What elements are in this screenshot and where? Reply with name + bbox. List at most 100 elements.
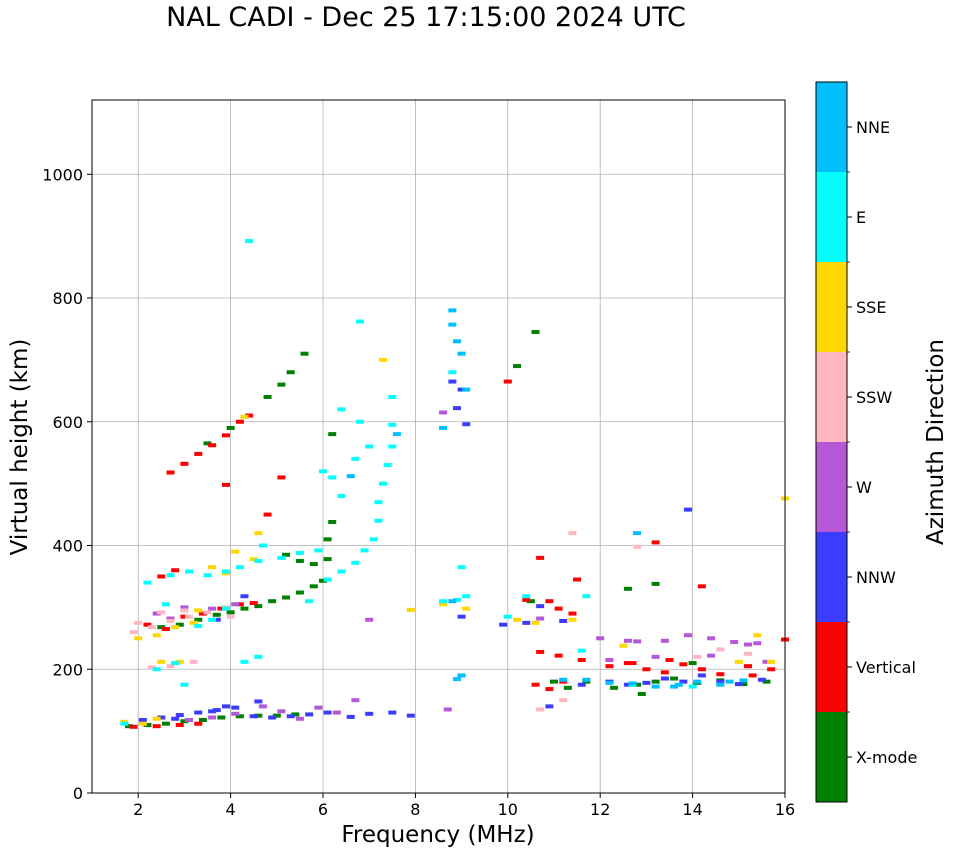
data-point xyxy=(194,710,203,715)
data-point xyxy=(166,573,175,578)
data-point xyxy=(328,475,337,480)
y-tick-label: 200 xyxy=(52,660,83,679)
data-point xyxy=(314,548,323,553)
colorbar-tick-label: W xyxy=(856,478,872,497)
data-point xyxy=(212,612,221,617)
data-point xyxy=(462,606,471,611)
data-point xyxy=(693,654,702,659)
data-point xyxy=(217,715,226,720)
data-point xyxy=(605,657,614,662)
data-point xyxy=(226,425,235,430)
data-point xyxy=(707,636,716,641)
data-point xyxy=(503,614,512,619)
data-point xyxy=(235,602,244,607)
data-point xyxy=(360,548,369,553)
data-point xyxy=(753,633,762,638)
data-point xyxy=(208,709,217,714)
data-point xyxy=(596,636,605,641)
data-point xyxy=(185,614,194,619)
data-point xyxy=(355,419,364,424)
data-point xyxy=(194,451,203,456)
series-w xyxy=(152,410,771,722)
data-point xyxy=(194,623,203,628)
data-point xyxy=(351,560,360,565)
data-point xyxy=(143,580,152,585)
data-point xyxy=(268,715,277,720)
colorbar-swatch xyxy=(816,262,847,352)
data-point xyxy=(231,602,240,607)
data-point xyxy=(309,562,318,567)
data-point xyxy=(665,657,674,662)
data-point xyxy=(175,659,184,664)
data-point xyxy=(272,713,281,718)
data-point xyxy=(577,657,586,662)
data-point xyxy=(452,677,461,682)
colorbar-tick-label: NNE xyxy=(856,118,890,137)
data-point xyxy=(605,680,614,685)
data-point xyxy=(568,617,577,622)
series-e xyxy=(120,239,697,726)
data-point xyxy=(277,709,286,714)
data-point xyxy=(462,387,471,392)
data-point xyxy=(231,711,240,716)
y-tick-label: 0 xyxy=(73,784,83,803)
data-point xyxy=(660,638,669,643)
data-point xyxy=(457,614,466,619)
data-point xyxy=(332,710,341,715)
data-point xyxy=(258,704,267,709)
data-point xyxy=(355,319,364,324)
data-point xyxy=(716,672,725,677)
data-point xyxy=(319,578,327,583)
data-point xyxy=(208,617,217,622)
colorbar-swatch xyxy=(816,352,847,442)
data-point xyxy=(545,687,554,692)
data-point xyxy=(240,414,249,419)
data-point xyxy=(499,622,508,627)
data-point xyxy=(757,677,766,682)
data-point xyxy=(157,610,166,615)
data-point xyxy=(212,708,221,713)
data-point xyxy=(212,617,221,622)
data-point xyxy=(249,714,258,719)
data-point xyxy=(439,425,448,430)
colorbar-frame xyxy=(815,81,848,803)
data-point xyxy=(628,661,637,666)
data-point xyxy=(573,577,582,582)
data-point xyxy=(226,614,235,619)
data-point xyxy=(531,682,540,687)
data-point xyxy=(536,555,545,560)
data-point xyxy=(536,649,545,654)
colorbar-label: Azimuth Direction xyxy=(923,339,949,545)
data-point xyxy=(545,599,554,604)
x-axis: 2 4 6 8 10 12 14 16 xyxy=(133,793,795,819)
data-point xyxy=(531,330,540,335)
data-point xyxy=(674,682,683,687)
data-point xyxy=(282,552,291,557)
data-point xyxy=(365,711,374,716)
data-point xyxy=(568,611,577,616)
data-point xyxy=(323,577,332,582)
data-point xyxy=(452,339,461,344)
data-point xyxy=(226,610,235,615)
data-point xyxy=(189,620,198,625)
data-point xyxy=(277,475,286,480)
data-point xyxy=(245,239,254,244)
data-point xyxy=(443,707,452,712)
data-point xyxy=(651,654,660,659)
data-point xyxy=(582,677,591,682)
data-point xyxy=(651,679,660,684)
data-point xyxy=(550,679,558,684)
data-point xyxy=(388,710,397,715)
data-point xyxy=(286,714,295,719)
x-axis-label: Frequency (MHz) xyxy=(341,822,534,848)
data-point xyxy=(245,413,254,418)
data-point xyxy=(734,682,743,687)
data-point xyxy=(697,584,706,589)
data-point xyxy=(554,653,563,658)
data-point xyxy=(748,673,757,678)
series-x-mode xyxy=(124,330,771,729)
data-point xyxy=(448,599,457,604)
colorbar-swatch xyxy=(816,622,847,712)
y-axis-label: Virtual height (km) xyxy=(7,339,33,556)
data-point xyxy=(351,456,360,461)
